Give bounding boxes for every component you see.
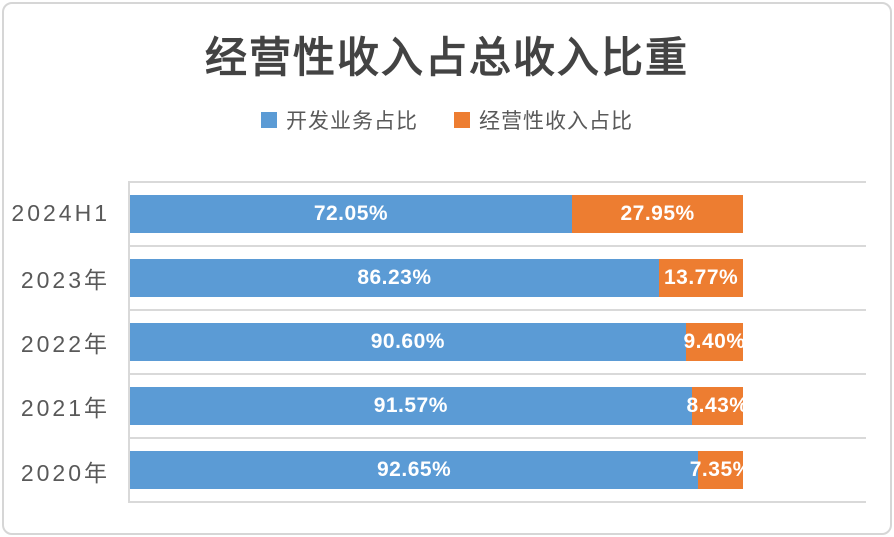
bar-value-label: 86.23% (357, 266, 432, 289)
chart-title: 经营性收入占总收入比重 (204, 34, 689, 81)
stacked-bar: 72.05% 27.95% (130, 195, 744, 233)
bar-segment-development: 92.65% (130, 451, 699, 489)
legend-swatch-blue-icon (261, 112, 277, 128)
bar-row: 92.65% 7.35% (130, 437, 866, 503)
category-axis: 2024H1 2023年 2022年 2021年 2020年 (4, 181, 128, 503)
bar-value-label: 92.65% (377, 458, 452, 481)
legend: 开发业务占比 经营性收入占比 (4, 105, 890, 135)
bar-segment-operating: 7.35% (690, 451, 751, 489)
bar-value-label: 7.35% (689, 458, 752, 481)
plot-area: 72.05% 27.95% 86.23% 13.77% 90.60% 9.40% 91.57… (128, 181, 866, 503)
category-label: 2024H1 (11, 199, 110, 226)
bar-segment-development: 86.23% (130, 259, 659, 297)
stacked-bar: 86.23% 13.77% (130, 259, 744, 297)
bar-segment-development: 72.05% (130, 195, 572, 233)
bar-row: 72.05% 27.95% (130, 181, 866, 245)
bar-value-label: 72.05% (313, 202, 389, 225)
legend-item-operating: 经营性收入占比 (454, 105, 633, 135)
bar-value-label: 90.60% (370, 330, 445, 353)
bar-segment-operating: 13.77% (658, 259, 744, 297)
bar-row: 91.57% 8.43% (130, 373, 866, 437)
bar-row: 90.60% 9.40% (130, 309, 866, 373)
bar-value-label: 91.57% (373, 394, 448, 417)
chart: 2024H1 2023年 2022年 2021年 2020年 72.05% 27.95% 8… (4, 181, 866, 503)
stacked-bar: 91.57% 8.43% (130, 387, 748, 425)
bar-segment-development: 90.60% (130, 323, 686, 361)
bar-segment-operating: 27.95% (571, 195, 744, 233)
bar-segment-operating: 9.40% (683, 323, 746, 361)
category-label: 2021年 (20, 395, 110, 422)
category-label: 2023年 (20, 266, 110, 293)
bar-segment-operating: 8.43% (686, 387, 748, 425)
legend-item-development: 开发业务占比 (261, 105, 418, 135)
category-label: 2020年 (20, 459, 110, 486)
bar-value-label: 27.95% (620, 202, 695, 225)
bar-value-label: 8.43% (686, 394, 749, 417)
stacked-bar: 92.65% 7.35% (130, 451, 751, 489)
legend-label: 开发业务占比 (286, 110, 418, 133)
bar-value-label: 9.40% (683, 330, 746, 353)
bar-segment-development: 91.57% (130, 387, 692, 425)
legend-swatch-orange-icon (454, 112, 470, 128)
legend-label: 经营性收入占比 (479, 110, 633, 133)
stacked-bar: 90.60% 9.40% (130, 323, 746, 361)
bar-row: 86.23% 13.77% (130, 245, 866, 309)
bar-value-label: 13.77% (663, 266, 739, 289)
category-label: 2022年 (20, 331, 110, 358)
